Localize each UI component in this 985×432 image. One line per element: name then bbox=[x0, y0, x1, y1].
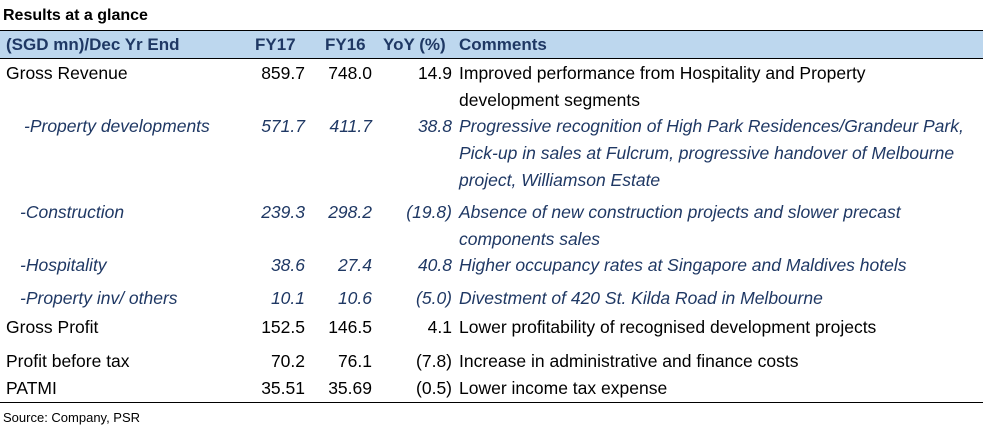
row-fy16: 35.69 bbox=[328, 378, 372, 398]
row-yoy: (7.8) bbox=[416, 351, 452, 371]
row-comment: Lower profitability of recognised develo… bbox=[459, 317, 877, 337]
header-yoy: YoY (%) bbox=[383, 35, 446, 54]
row-fy17: 38.6 bbox=[270, 255, 305, 275]
row-yoy: 4.1 bbox=[427, 317, 452, 337]
row-label: Gross Revenue bbox=[6, 63, 128, 83]
row-fy16: 27.4 bbox=[337, 255, 372, 275]
row-fy16: 298.2 bbox=[328, 202, 372, 222]
header-fy17: FY17 bbox=[255, 35, 296, 54]
table-title: Results at a glance bbox=[3, 7, 148, 24]
row-label: -Property developments bbox=[24, 116, 210, 136]
row-yoy: 38.8 bbox=[417, 116, 452, 136]
row-fy17: 152.5 bbox=[261, 317, 305, 337]
header-label: (SGD mn)/Dec Yr End bbox=[6, 35, 180, 54]
row-label: PATMI bbox=[6, 378, 57, 398]
row-fy17: 70.2 bbox=[270, 351, 305, 371]
row-comment: Higher occupancy rates at Singapore and … bbox=[459, 255, 907, 275]
row-fy17: 859.7 bbox=[261, 63, 305, 83]
row-label: Profit before tax bbox=[6, 351, 130, 371]
row-label: -Construction bbox=[20, 202, 125, 222]
table-bottom-rule bbox=[0, 402, 983, 403]
row-comment: Absence of new construction projects and… bbox=[459, 202, 901, 249]
table-header: (SGD mn)/Dec Yr End FY17 FY16 YoY (%) Co… bbox=[0, 30, 983, 59]
row-yoy: 40.8 bbox=[417, 255, 452, 275]
row-label: -Hospitality bbox=[20, 255, 107, 275]
row-label: -Property inv/ others bbox=[20, 288, 178, 308]
header-fy16: FY16 bbox=[325, 35, 366, 54]
row-comment: Increase in administrative and finance c… bbox=[459, 351, 799, 371]
header-comments: Comments bbox=[459, 35, 547, 54]
row-yoy: 14.9 bbox=[417, 63, 452, 83]
row-fy16: 76.1 bbox=[337, 351, 372, 371]
row-fy16: 748.0 bbox=[328, 63, 372, 83]
row-fy17: 239.3 bbox=[261, 202, 305, 222]
row-yoy: (19.8) bbox=[406, 202, 452, 222]
row-comment: Lower income tax expense bbox=[459, 378, 668, 398]
row-fy17: 10.1 bbox=[270, 288, 305, 308]
row-label: Gross Profit bbox=[6, 317, 99, 337]
row-comment: Progressive recognition of High Park Res… bbox=[459, 116, 964, 190]
row-fy16: 411.7 bbox=[329, 116, 373, 136]
row-comment: Improved performance from Hospitality an… bbox=[459, 63, 866, 110]
row-fy17: 571.7 bbox=[261, 116, 305, 136]
row-fy17: 35.51 bbox=[261, 378, 305, 398]
row-comment: Divestment of 420 St. Kilda Road in Melb… bbox=[459, 288, 823, 308]
row-yoy: (5.0) bbox=[416, 288, 452, 308]
row-fy16: 146.5 bbox=[328, 317, 372, 337]
row-fy16: 10.6 bbox=[337, 288, 372, 308]
row-yoy: (0.5) bbox=[416, 378, 452, 398]
source-note: Source: Company, PSR bbox=[3, 410, 141, 425]
